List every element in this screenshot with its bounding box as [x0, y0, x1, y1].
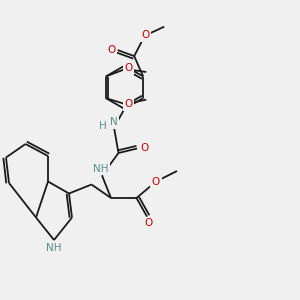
Text: O: O: [107, 44, 115, 55]
Text: O: O: [124, 63, 132, 74]
Text: O: O: [152, 176, 160, 187]
Text: N: N: [110, 117, 118, 127]
Text: O: O: [144, 218, 153, 228]
Text: NH: NH: [93, 164, 108, 174]
Text: O: O: [141, 30, 149, 40]
Text: NH: NH: [46, 243, 62, 254]
Text: O: O: [140, 143, 149, 153]
Text: H: H: [99, 121, 106, 131]
Text: O: O: [124, 99, 132, 109]
